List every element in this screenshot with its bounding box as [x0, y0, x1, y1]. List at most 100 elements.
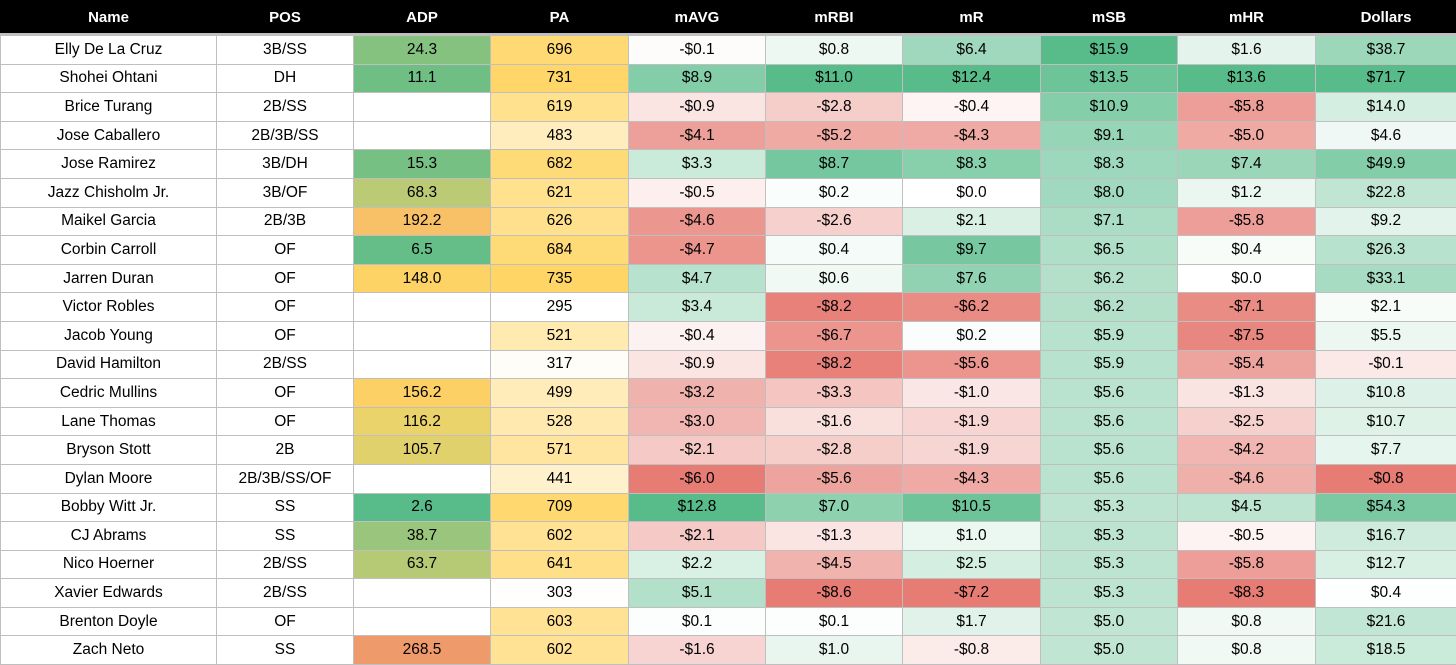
- cell-mhr[interactable]: -$5.4: [1177, 349, 1316, 380]
- cell-mr[interactable]: $2.1: [902, 206, 1041, 237]
- cell-name[interactable]: Brice Turang: [0, 92, 217, 122]
- cell-mhr[interactable]: $0.8: [1177, 635, 1316, 665]
- cell-mhr[interactable]: $0.4: [1177, 235, 1316, 265]
- cell-mr[interactable]: -$6.2: [902, 292, 1041, 322]
- cell-msb[interactable]: $5.0: [1040, 635, 1178, 665]
- cell-pa[interactable]: 303: [490, 578, 629, 608]
- cell-name[interactable]: Jose Ramirez: [0, 149, 217, 179]
- cell-mhr[interactable]: -$5.8: [1177, 206, 1316, 237]
- cell-mhr[interactable]: $0.8: [1177, 606, 1316, 637]
- header-mavg[interactable]: mAVG: [628, 0, 766, 35]
- cell-msb[interactable]: $10.9: [1040, 92, 1178, 122]
- cell-mavg[interactable]: $0.1: [628, 606, 766, 637]
- cell-adp[interactable]: [353, 463, 491, 494]
- cell-adp[interactable]: 148.0: [353, 263, 491, 294]
- cell-mr[interactable]: -$0.4: [902, 92, 1041, 122]
- cell-mavg[interactable]: -$3.0: [628, 406, 766, 437]
- cell-mavg[interactable]: $5.1: [628, 578, 766, 608]
- cell-mhr[interactable]: -$7.1: [1177, 292, 1316, 322]
- cell-mrbi[interactable]: -$8.2: [765, 349, 903, 380]
- cell-msb[interactable]: $5.6: [1040, 463, 1178, 494]
- cell-msb[interactable]: $13.5: [1040, 63, 1178, 94]
- cell-pos[interactable]: 2B/3B/SS/OF: [216, 463, 354, 494]
- cell-dollars[interactable]: $22.8: [1315, 177, 1456, 208]
- cell-pos[interactable]: SS: [216, 521, 354, 551]
- cell-pos[interactable]: 2B/3B/SS: [216, 120, 354, 151]
- cell-pa[interactable]: 602: [490, 635, 629, 665]
- cell-dollars[interactable]: -$0.8: [1315, 463, 1456, 494]
- cell-mrbi[interactable]: -$4.5: [765, 549, 903, 580]
- cell-pa[interactable]: 441: [490, 463, 629, 494]
- cell-pos[interactable]: SS: [216, 492, 354, 523]
- cell-mr[interactable]: -$0.8: [902, 635, 1041, 665]
- cell-name[interactable]: Elly De La Cruz: [0, 33, 217, 65]
- cell-mr[interactable]: $8.3: [902, 149, 1041, 179]
- cell-msb[interactable]: $5.6: [1040, 435, 1178, 465]
- cell-mhr[interactable]: -$4.2: [1177, 435, 1316, 465]
- cell-mrbi[interactable]: -$3.3: [765, 378, 903, 408]
- cell-name[interactable]: Jacob Young: [0, 320, 217, 351]
- cell-pos[interactable]: OF: [216, 378, 354, 408]
- cell-name[interactable]: Brenton Doyle: [0, 606, 217, 637]
- cell-mavg[interactable]: $3.3: [628, 149, 766, 179]
- header-msb[interactable]: mSB: [1040, 0, 1178, 35]
- cell-name[interactable]: Zach Neto: [0, 635, 217, 665]
- cell-dollars[interactable]: $16.7: [1315, 521, 1456, 551]
- cell-msb[interactable]: $8.0: [1040, 177, 1178, 208]
- cell-pos[interactable]: 2B/SS: [216, 578, 354, 608]
- header-mr[interactable]: mR: [902, 0, 1041, 35]
- header-name[interactable]: Name: [0, 0, 217, 35]
- cell-pos[interactable]: 2B/SS: [216, 349, 354, 380]
- cell-pa[interactable]: 621: [490, 177, 629, 208]
- cell-mavg[interactable]: -$1.6: [628, 635, 766, 665]
- cell-mavg[interactable]: -$4.6: [628, 206, 766, 237]
- cell-mavg[interactable]: -$0.1: [628, 33, 766, 65]
- cell-dollars[interactable]: $12.7: [1315, 549, 1456, 580]
- cell-name[interactable]: Victor Robles: [0, 292, 217, 322]
- cell-mavg[interactable]: -$6.0: [628, 463, 766, 494]
- cell-mrbi[interactable]: $0.4: [765, 235, 903, 265]
- cell-name[interactable]: Nico Hoerner: [0, 549, 217, 580]
- cell-mavg[interactable]: -$3.2: [628, 378, 766, 408]
- cell-mrbi[interactable]: $0.1: [765, 606, 903, 637]
- cell-mr[interactable]: $1.7: [902, 606, 1041, 637]
- cell-dollars[interactable]: $7.7: [1315, 435, 1456, 465]
- cell-mrbi[interactable]: $1.0: [765, 635, 903, 665]
- cell-pos[interactable]: 3B/OF: [216, 177, 354, 208]
- cell-msb[interactable]: $5.3: [1040, 549, 1178, 580]
- cell-pa[interactable]: 499: [490, 378, 629, 408]
- cell-mrbi[interactable]: $7.0: [765, 492, 903, 523]
- cell-mr[interactable]: -$4.3: [902, 120, 1041, 151]
- cell-mavg[interactable]: -$0.9: [628, 349, 766, 380]
- cell-msb[interactable]: $5.6: [1040, 406, 1178, 437]
- cell-mrbi[interactable]: -$2.8: [765, 435, 903, 465]
- cell-adp[interactable]: 6.5: [353, 235, 491, 265]
- cell-dollars[interactable]: $5.5: [1315, 320, 1456, 351]
- cell-adp[interactable]: [353, 578, 491, 608]
- header-dollars[interactable]: Dollars: [1315, 0, 1456, 35]
- cell-dollars[interactable]: $49.9: [1315, 149, 1456, 179]
- cell-name[interactable]: Jazz Chisholm Jr.: [0, 177, 217, 208]
- cell-mavg[interactable]: -$4.7: [628, 235, 766, 265]
- cell-dollars[interactable]: $10.7: [1315, 406, 1456, 437]
- cell-msb[interactable]: $5.0: [1040, 606, 1178, 637]
- cell-msb[interactable]: $9.1: [1040, 120, 1178, 151]
- cell-pos[interactable]: 2B/SS: [216, 549, 354, 580]
- cell-pos[interactable]: OF: [216, 235, 354, 265]
- cell-pa[interactable]: 696: [490, 33, 629, 65]
- cell-mr[interactable]: -$5.6: [902, 349, 1041, 380]
- cell-msb[interactable]: $6.2: [1040, 292, 1178, 322]
- cell-mr[interactable]: -$4.3: [902, 463, 1041, 494]
- cell-mrbi[interactable]: -$8.6: [765, 578, 903, 608]
- cell-adp[interactable]: [353, 120, 491, 151]
- cell-dollars[interactable]: $9.2: [1315, 206, 1456, 237]
- cell-mavg[interactable]: -$0.9: [628, 92, 766, 122]
- cell-mhr[interactable]: -$4.6: [1177, 463, 1316, 494]
- cell-adp[interactable]: [353, 606, 491, 637]
- cell-mhr[interactable]: $4.5: [1177, 492, 1316, 523]
- cell-dollars[interactable]: $21.6: [1315, 606, 1456, 637]
- cell-pa[interactable]: 641: [490, 549, 629, 580]
- cell-mrbi[interactable]: -$1.6: [765, 406, 903, 437]
- cell-mavg[interactable]: -$2.1: [628, 521, 766, 551]
- cell-mrbi[interactable]: -$8.2: [765, 292, 903, 322]
